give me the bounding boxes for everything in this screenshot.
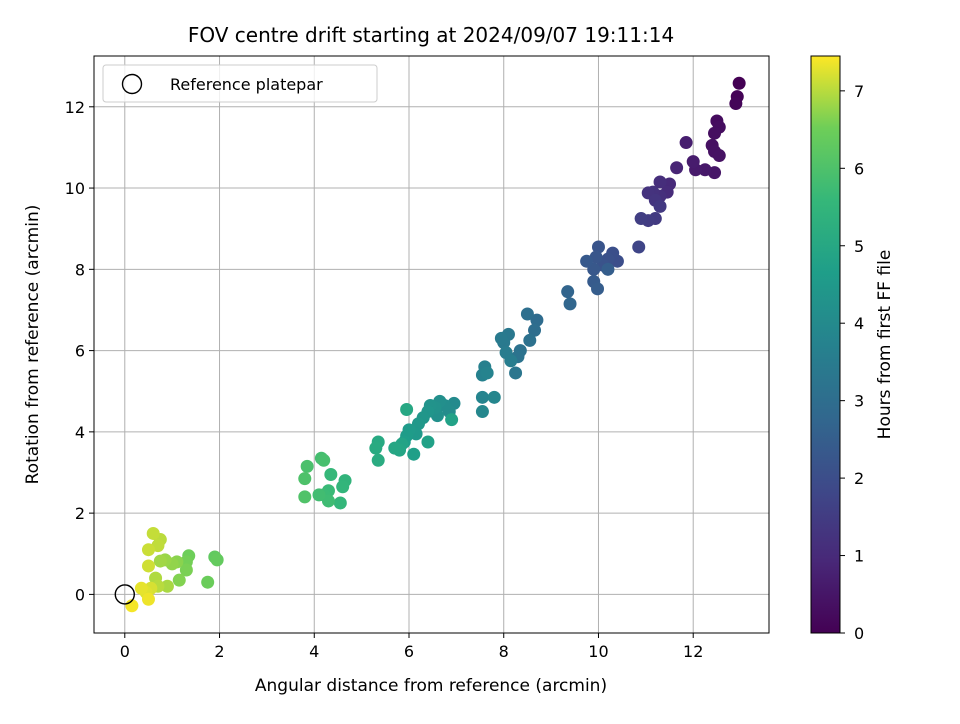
data-point <box>141 559 155 573</box>
data-point <box>421 435 435 449</box>
legend-open-circle-icon <box>121 73 143 95</box>
data-point <box>411 417 425 431</box>
data-point <box>336 480 350 494</box>
data-point <box>201 575 215 589</box>
legend-box <box>102 64 378 103</box>
y-axis-ticks: 0 2 4 6 8 10 12 <box>65 98 94 604</box>
data-point <box>153 554 167 568</box>
data-point <box>563 297 577 311</box>
data-point <box>487 390 501 404</box>
x-axis-label: Angular distance from reference (arcmin) <box>255 676 607 696</box>
colorbar-tick-label: 1 <box>854 547 864 566</box>
y-tick-label: 0 <box>75 585 85 604</box>
reference-marker-layer <box>114 584 135 605</box>
data-point <box>729 97 743 111</box>
colorbar-tick-label: 4 <box>854 314 864 333</box>
colorbar-tick-label: 6 <box>854 159 864 178</box>
colorbar-tick-label: 7 <box>854 82 864 101</box>
x-tick-label: 2 <box>214 642 224 661</box>
data-point <box>732 76 746 90</box>
data-point <box>634 212 648 226</box>
data-point <box>561 285 575 299</box>
colorbar-gradient <box>810 55 841 634</box>
x-tick-label: 10 <box>588 642 608 661</box>
colorbar-label: Hours from first FF file <box>875 250 895 440</box>
data-point <box>317 453 331 467</box>
x-tick-label: 6 <box>404 642 414 661</box>
data-point <box>509 366 523 380</box>
data-point <box>679 136 693 150</box>
colorbar-ticks: 0 1 2 3 4 5 6 7 <box>840 82 864 643</box>
data-point <box>632 240 646 254</box>
data-point <box>653 175 667 189</box>
data-point <box>388 441 402 455</box>
data-point <box>298 490 312 504</box>
data-point <box>712 149 726 163</box>
data-point <box>708 126 722 140</box>
data-point <box>494 331 508 345</box>
data-point <box>312 488 326 502</box>
x-tick-label: 0 <box>120 642 130 661</box>
data-point <box>445 413 459 427</box>
x-tick-label: 8 <box>499 642 509 661</box>
data-point <box>407 447 421 461</box>
grid-lines <box>94 56 769 633</box>
data-point <box>210 553 224 567</box>
colorbar-tick-label: 0 <box>854 624 864 643</box>
data-points <box>125 76 746 613</box>
data-point <box>134 581 148 595</box>
data-point <box>591 240 605 254</box>
data-point <box>520 307 534 321</box>
data-point <box>480 366 494 380</box>
plot-frame <box>93 55 770 634</box>
legend-entry-label: Reference platepar <box>170 75 323 94</box>
data-point <box>591 282 605 296</box>
data-point <box>686 155 700 169</box>
data-point <box>298 472 312 486</box>
x-tick-label: 12 <box>683 642 703 661</box>
data-point <box>369 441 383 455</box>
x-tick-label: 4 <box>309 642 319 661</box>
data-point <box>580 254 594 268</box>
y-tick-label: 12 <box>65 98 85 117</box>
colorbar-tick-label: 3 <box>854 392 864 411</box>
data-point <box>179 563 193 577</box>
data-point <box>475 390 489 404</box>
data-point <box>160 579 174 593</box>
legend: Reference platepar <box>102 64 378 103</box>
chart-title: FOV centre drift starting at 2024/09/07 … <box>188 23 674 47</box>
data-point <box>141 592 155 606</box>
data-point <box>141 543 155 557</box>
colorbar: 0 1 2 3 4 5 6 7 Hours from first FF file <box>810 55 895 643</box>
data-point <box>400 403 414 417</box>
data-point <box>523 333 537 347</box>
y-tick-label: 4 <box>75 423 85 442</box>
data-point <box>371 453 385 467</box>
data-point <box>324 468 338 482</box>
colorbar-tick-label: 5 <box>854 237 864 256</box>
data-point <box>601 262 615 276</box>
y-tick-label: 10 <box>65 179 85 198</box>
data-point <box>333 496 347 510</box>
data-point <box>698 163 712 177</box>
data-point <box>321 494 335 508</box>
data-point <box>530 313 544 327</box>
y-tick-label: 2 <box>75 504 85 523</box>
y-tick-label: 8 <box>75 260 85 279</box>
data-point <box>172 573 186 587</box>
reference-platepar-marker <box>114 584 135 605</box>
data-point <box>504 354 518 368</box>
data-point <box>670 161 684 175</box>
y-axis-label: Rotation from reference (arcmin) <box>23 205 43 485</box>
x-axis-ticks: 0 2 4 6 8 10 12 <box>120 633 703 661</box>
data-point <box>528 323 542 337</box>
colorbar-tick-label: 2 <box>854 469 864 488</box>
data-point <box>653 199 667 213</box>
data-point <box>146 526 160 540</box>
data-point <box>300 459 314 473</box>
data-point <box>475 405 489 419</box>
y-tick-label: 6 <box>75 342 85 361</box>
